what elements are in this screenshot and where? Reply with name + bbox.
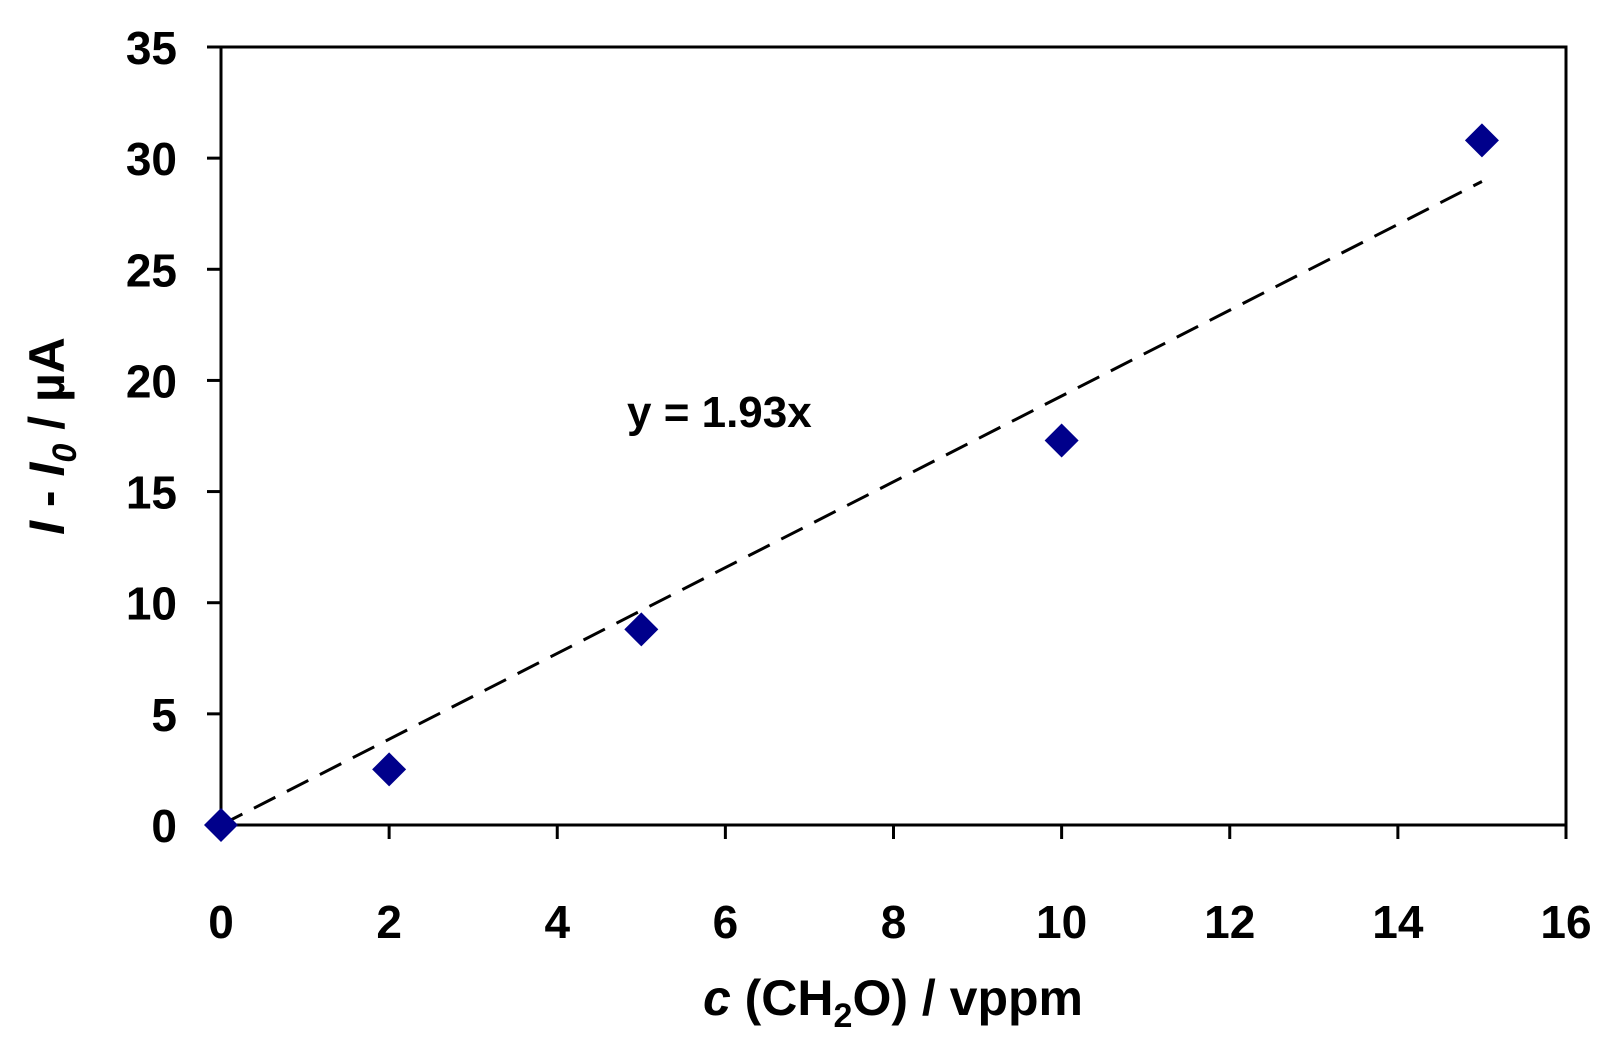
y-axis-title-subscript: 0 <box>46 444 84 463</box>
x-tick-label: 16 <box>1540 896 1591 948</box>
y-tick-label: 15 <box>126 467 177 519</box>
x-axis-title: c (CH2O) / vppm <box>703 970 1083 1035</box>
x-tick-label: 4 <box>544 896 570 948</box>
y-tick-label: 10 <box>126 578 177 630</box>
y-tick-label: 35 <box>126 22 177 74</box>
x-tick-label: 8 <box>881 896 907 948</box>
data-point <box>624 612 659 647</box>
y-axis-title-unit: / µA <box>19 337 75 444</box>
data-point <box>1044 423 1079 458</box>
x-axis-ticks: 0 2 4 6 8 10 12 14 16 <box>208 825 1592 948</box>
x-tick-label: 14 <box>1372 896 1424 948</box>
y-axis-ticks: 0 5 10 15 20 25 30 35 <box>126 22 221 852</box>
data-points <box>204 123 1499 842</box>
y-tick-label: 5 <box>151 689 177 741</box>
trendline-equation: y = 1.93x <box>627 388 812 437</box>
trendline-group <box>220 180 1483 827</box>
x-tick-label: 10 <box>1036 896 1087 948</box>
x-axis-title-subscript: 2 <box>834 997 853 1035</box>
y-tick-label: 0 <box>151 800 177 852</box>
plot-area <box>219 45 1568 827</box>
x-axis-title-text: (CH <box>731 970 834 1026</box>
data-point <box>204 808 238 842</box>
x-axis-title-text-end: O) / vppm <box>852 970 1083 1026</box>
y-axis-title-minus: - <box>19 477 75 521</box>
x-tick-label: 6 <box>713 896 739 948</box>
y-axis-title-variable: I <box>19 520 75 535</box>
data-point <box>372 752 407 787</box>
x-axis-title-variable: c <box>703 970 731 1026</box>
x-tick-label: 2 <box>376 896 402 948</box>
x-tick-label: 0 <box>208 896 234 948</box>
y-tick-label: 25 <box>126 244 177 296</box>
trendline <box>220 180 1483 827</box>
x-tick-label: 12 <box>1204 896 1255 948</box>
data-point <box>1464 123 1499 158</box>
y-tick-label: 20 <box>126 355 177 407</box>
y-axis-title: I - I0 / µA <box>19 337 84 535</box>
y-axis-title-variable-2: I <box>19 462 75 477</box>
y-tick-label: 30 <box>126 133 177 185</box>
